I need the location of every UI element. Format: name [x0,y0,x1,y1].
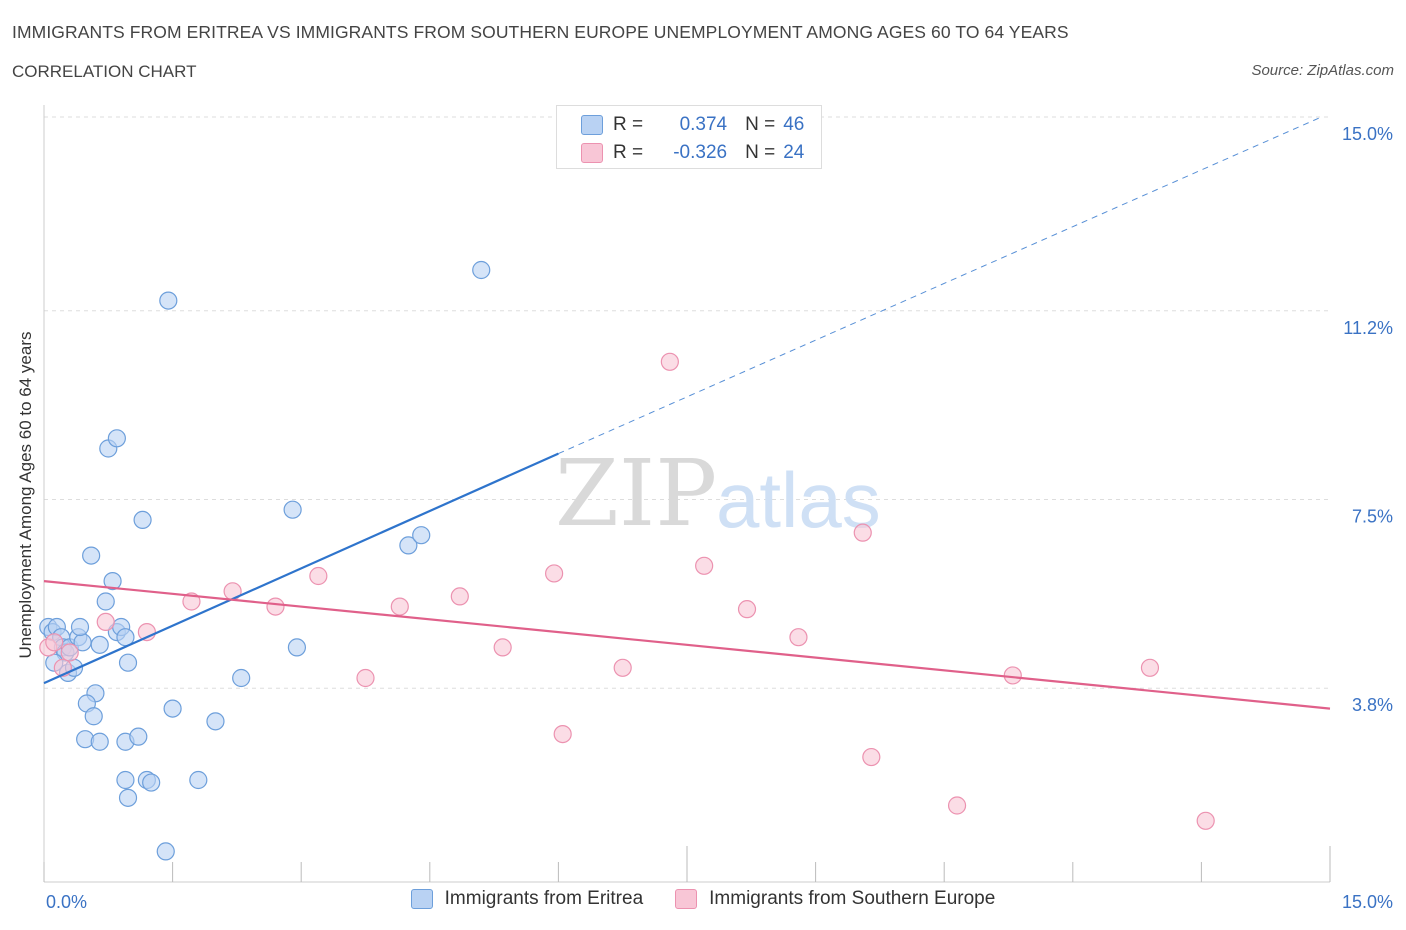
chart-subtitle: CORRELATION CHART [12,62,197,81]
grid-lines [44,116,1330,689]
southern-europe-point [737,600,757,619]
legend-label-southern-europe: Immigrants from Southern Europe [709,888,996,909]
y-tick-label: 15.0% [1342,124,1393,144]
southern-europe-point [266,597,285,616]
legend-r-value: -0.326 [673,142,728,163]
southern-europe-point [45,633,64,652]
legend-n-label: N = [745,114,776,135]
tick-labels: 3.8% 7.5% 11.2% 15.0% 0.0% 15.0% [46,124,1393,912]
southern-europe-trend-line [43,580,1331,710]
eritrea-trend-extension [558,116,1322,455]
southern-europe-point [356,668,375,688]
southern-europe-point [450,587,469,606]
legend-r-label: R = [613,142,644,163]
y-axis-label: Unemployment Among Ages 60 to 64 years [16,331,35,659]
eritrea-trend-line [43,452,559,685]
legend-n-value: 46 [783,114,805,135]
legend-label-eritrea: Immigrants from Eritrea [444,888,644,909]
y-tick-label: 3.8% [1352,695,1393,715]
legend-swatch-eritrea [581,115,603,135]
eritrea-point [84,707,103,726]
southern-europe-point [613,658,632,677]
southern-europe-point [947,796,967,815]
southern-europe-point [553,724,572,744]
x-tick-label: 0.0% [46,892,87,912]
southern-europe-point [545,564,564,583]
legend-r-value: 0.374 [679,114,728,135]
eritrea-point [287,638,307,657]
trend-lines [43,116,1331,710]
eritrea-point [90,635,109,654]
eritrea-point [90,732,109,751]
eritrea-point [472,260,491,280]
eritrea-point [82,546,101,565]
southern-europe-point [182,592,201,611]
southern-europe-point [309,566,328,586]
southern-europe-point [1140,658,1160,677]
legend-row-eritrea: R = 0.374 N = 46 [581,113,804,137]
eritrea-point [159,291,178,310]
legend-n-label: N = [745,142,776,163]
eritrea-point [399,536,418,555]
correlation-legend: R = 0.374 N = 46 R = -0.326 N = 24 [556,105,822,169]
southern-europe-point [60,643,79,662]
watermark-atlas: atlas [716,456,881,544]
southern-europe-point [493,638,512,657]
legend-swatch-eritrea [410,889,433,909]
chart-title: IMMIGRANTS FROM ERITREA VS IMMIGRANTS FR… [12,22,1069,42]
legend-r-label: R = [613,114,644,135]
y-tick-label: 11.2% [1343,318,1393,338]
eritrea-points [39,260,491,861]
watermark-zip: ZIP [555,440,717,547]
eritrea-point [129,727,148,746]
southern-europe-point [1196,811,1215,830]
axes [43,105,1331,883]
legend-item-southern-europe[interactable]: Immigrants from Southern Europe [675,888,995,910]
eritrea-point [189,770,208,790]
eritrea-point [103,571,122,591]
source-attribution: Source: ZipAtlas.com [1251,62,1394,79]
x-tick-label: 15.0% [1342,892,1393,912]
eritrea-point [116,770,135,790]
legend-row-southern-europe: R = -0.326 N = 24 [581,141,804,165]
eritrea-point [133,510,152,530]
southern-europe-point [660,352,679,371]
eritrea-point [107,429,126,448]
y-tick-label: 7.5% [1352,507,1393,527]
eritrea-point [70,617,90,637]
eritrea-point [412,526,431,545]
southern-europe-point [853,523,872,542]
legend-item-eritrea[interactable]: Immigrants from Eritrea [410,888,644,910]
eritrea-point [163,699,182,718]
eritrea-point [232,668,251,688]
southern-europe-point [1003,666,1022,685]
eritrea-point [96,592,115,611]
southern-europe-point [390,597,409,616]
legend-swatch-southern-europe [675,889,698,909]
southern-europe-point [862,747,881,767]
southern-europe-points [39,352,1215,830]
eritrea-point [142,773,161,792]
southern-europe-point [789,628,808,647]
eritrea-point [118,788,138,807]
eritrea-point [206,712,225,731]
southern-europe-point [695,556,714,575]
series-legend: Immigrants from Eritrea Immigrants from … [0,888,1406,910]
southern-europe-point [96,612,115,632]
eritrea-point [283,500,302,519]
eritrea-point [118,653,138,672]
legend-swatch-southern-europe [581,143,603,163]
eritrea-point [156,842,175,861]
legend-n-value: 24 [783,142,805,163]
